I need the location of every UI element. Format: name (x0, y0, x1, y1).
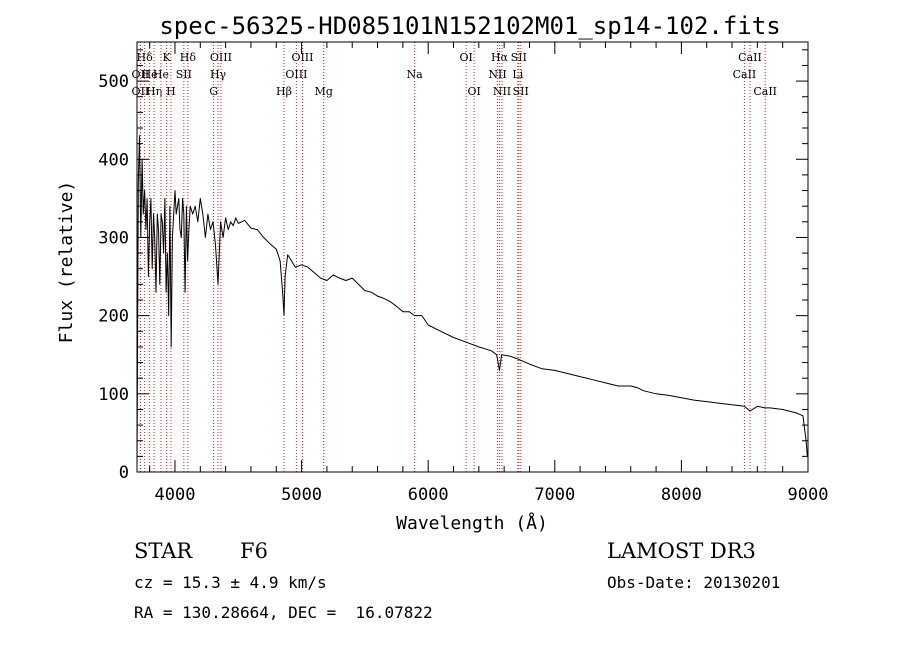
line-marker-label-15: OIII (285, 68, 307, 81)
line-marker-label-5: K (163, 51, 172, 64)
redshift-readout: cz = 15.3 ± 4.9 km/s (134, 573, 327, 592)
line-marker-label-1: OII (132, 68, 150, 81)
x-tick-label-7000: 7000 (534, 485, 575, 505)
x-tick-label-8000: 8000 (661, 485, 702, 505)
object-type: STAR (134, 539, 193, 563)
x-axis-label: Wavelength (Å) (396, 512, 548, 534)
line-marker-label-17: Na (407, 68, 424, 81)
line-marker-label-4: Hη (146, 85, 162, 98)
line-marker-label-0: Hδ (136, 51, 153, 64)
x-tick-label-9000: 9000 (788, 485, 829, 505)
line-marker-label-24: NII (493, 85, 511, 98)
line-marker-label-9: SII (176, 68, 192, 81)
x-tick-label-6000: 6000 (408, 485, 449, 505)
line-marker-label-20: Hα (491, 51, 509, 64)
x-tick-label-4000: 4000 (155, 485, 196, 505)
y-tick-label-500: 500 (98, 72, 129, 92)
line-marker-label-21: SII (511, 51, 527, 64)
y-tick-label-300: 300 (98, 228, 129, 248)
line-marker-label-6: He (153, 68, 169, 81)
line-marker-label-11: Hγ (210, 68, 227, 81)
y-axis-label: Flux (relative) (56, 181, 77, 344)
line-marker-label-12: G (209, 85, 218, 98)
obs-date: Obs-Date: 20130201 (607, 573, 781, 592)
survey-name: LAMOST DR3 (607, 539, 756, 563)
line-marker-label-26: CaII (738, 51, 762, 64)
chart-title: spec-56325-HD085101N152102M01_sp14-102.f… (159, 12, 780, 40)
spectral-subclass: F6 (240, 539, 268, 563)
coordinates: RA = 130.28664, DEC = 16.07822 (134, 603, 433, 622)
series-layer (136, 135, 808, 469)
line-marker-label-14: OIII (291, 51, 313, 64)
y-tick-label-100: 100 (98, 385, 129, 405)
axis-layer: 4000 5000 6000 7000 8000 9000 0 100 200 300 400 500 (98, 41, 829, 505)
plot-frame (136, 41, 809, 473)
line-marker-label-7: H (166, 85, 176, 98)
line-marker-label-19: OI (467, 85, 480, 98)
y-tick-label-400: 400 (98, 150, 129, 170)
line-marker-label-8: Hδ (180, 51, 197, 64)
series-line-spectrum (136, 135, 808, 469)
line-marker-label-27: CaII (733, 68, 757, 81)
line-marker-label-22: NII (488, 68, 506, 81)
line-marker-label-13: Hβ (276, 85, 292, 98)
line-marker-label-18: OI (459, 51, 472, 64)
line-marker-label-25: SII (513, 85, 529, 98)
y-tick-label-0: 0 (119, 463, 129, 483)
line-marker-label-23: Li (512, 68, 523, 81)
line-marker-label-10: OIII (210, 51, 232, 64)
line-marker-label-16: Mg (315, 85, 333, 98)
line-marker-label-2: OII (132, 85, 150, 98)
x-tick-label-5000: 5000 (281, 485, 322, 505)
y-tick-label-200: 200 (98, 307, 129, 327)
line-marker-label-3: He (142, 68, 158, 81)
line-marker-label-28: CaII (753, 85, 777, 98)
